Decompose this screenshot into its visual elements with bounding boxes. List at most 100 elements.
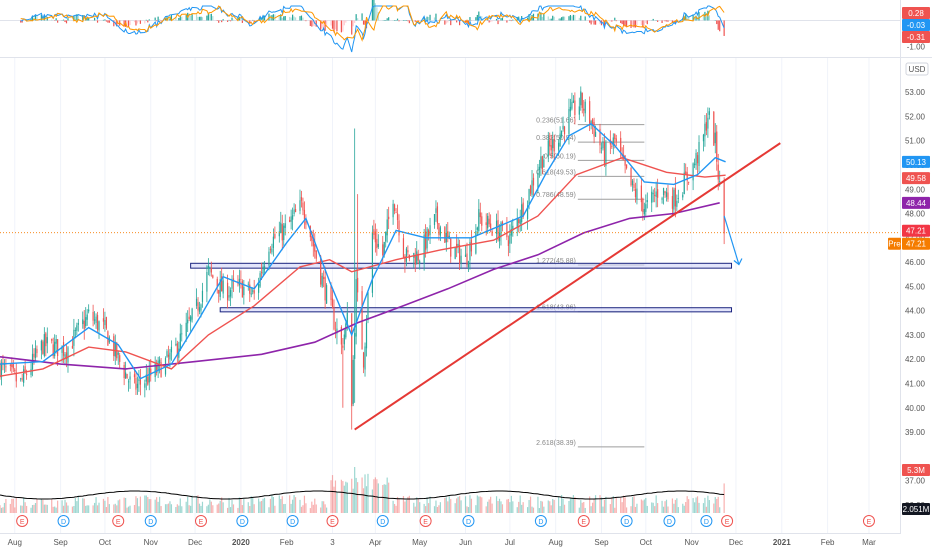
volume-bar [2, 507, 4, 513]
volume-bar [439, 502, 441, 513]
macd-histogram-bar [323, 20, 325, 27]
dividend-marker[interactable] [144, 515, 157, 527]
dividend-marker[interactable] [534, 515, 547, 527]
volume-bar [645, 497, 647, 513]
earnings-marker[interactable] [419, 515, 432, 527]
volume-bar [454, 503, 456, 513]
earnings-marker[interactable] [16, 515, 29, 527]
macd-histogram-bar [232, 19, 235, 21]
macd-histogram-bar [190, 16, 192, 21]
trendline[interactable] [354, 142, 781, 431]
volume-bar [456, 498, 458, 513]
dividend-marker[interactable] [663, 515, 676, 527]
volume-bar [444, 497, 446, 513]
candle-body [562, 125, 564, 130]
volume-bar [553, 499, 555, 513]
candle-body [345, 323, 347, 338]
candle-body [476, 227, 478, 230]
macd-histogram-bar [665, 20, 668, 22]
dividend-marker[interactable] [286, 515, 299, 527]
volume-bar [15, 497, 17, 513]
volume-bar [708, 500, 710, 513]
candle-body [176, 343, 178, 356]
candle-body [425, 231, 427, 250]
dividend-marker[interactable] [462, 515, 475, 527]
earnings-marker[interactable] [862, 515, 875, 527]
volume-bar [45, 504, 47, 513]
earnings-marker[interactable] [577, 515, 590, 527]
candle-body [167, 354, 170, 357]
macd-tag-signal: -0.31 [902, 31, 930, 43]
macd-histogram-bar [243, 20, 245, 22]
volume-bar [374, 477, 376, 513]
volume-bar [191, 495, 193, 513]
volume-bar [654, 506, 656, 513]
volume-bar [367, 473, 369, 513]
macd-histogram-bar [488, 20, 490, 23]
dividend-marker[interactable] [376, 515, 389, 527]
time-axis[interactable]: Aug Sep Oct Nov Dec 2020 Feb 3 Apr May Jun Jul Aug Se… [8, 538, 877, 547]
volume-bar [571, 498, 573, 513]
earnings-marker[interactable] [326, 515, 339, 527]
macd-histogram-bar [593, 20, 595, 25]
candle-body [160, 362, 162, 378]
earnings-marker[interactable] [721, 515, 734, 527]
volume-bar [624, 497, 626, 513]
macd-histogram-bar [198, 16, 201, 21]
candle-body [11, 364, 13, 367]
volume-bar [201, 501, 204, 513]
volume-bar [419, 502, 421, 513]
dividend-marker[interactable] [620, 515, 633, 527]
volume-bar [376, 479, 378, 513]
tag-box [902, 155, 930, 168]
candle-body [210, 267, 212, 273]
macd-histogram-bar [221, 20, 223, 23]
candle-body [686, 172, 688, 181]
macd-histogram-bar [157, 16, 159, 21]
volume-bar [427, 503, 430, 513]
macd-histogram-bar [603, 20, 606, 27]
candle-body [464, 254, 467, 257]
macd-histogram-bar [692, 14, 694, 21]
candle-body [707, 117, 709, 129]
macd-histogram-bar [645, 20, 647, 23]
candle-body [324, 276, 326, 301]
volume-bar [589, 496, 591, 513]
volume-bar [98, 502, 100, 513]
volume-bar [21, 505, 23, 513]
candle-body [559, 133, 561, 147]
drawings[interactable] [0, 142, 900, 431]
earnings-marker[interactable] [112, 515, 125, 527]
time-tick-label: Jun [459, 538, 472, 547]
candle-body [674, 187, 676, 207]
dividend-marker[interactable] [57, 515, 70, 527]
volume-bar [243, 499, 245, 513]
dividend-marker[interactable] [236, 515, 249, 527]
price-tick-label: 53.00 [905, 88, 926, 97]
volume-bar [476, 495, 478, 513]
dividend-marker[interactable] [700, 515, 713, 527]
macd-histogram-bar [55, 18, 57, 21]
candle-body [269, 249, 272, 251]
tag-text: 2.051M [903, 505, 930, 514]
macd-histogram-bar [569, 15, 572, 21]
volume-bar [688, 499, 690, 513]
earnings-marker[interactable] [194, 515, 207, 527]
candle-body [704, 123, 706, 137]
macd-histogram-bar [592, 20, 594, 23]
ma-long-tag: 48.44 [902, 196, 930, 209]
volume-bar [113, 504, 115, 513]
macd-histogram-bar [156, 20, 158, 22]
macd-histogram-bar [571, 16, 573, 21]
support-zone[interactable] [219, 307, 733, 313]
volume-bar [190, 505, 192, 513]
macd-histogram-bar [116, 20, 118, 27]
volume-bar [500, 501, 502, 513]
candle-body [212, 275, 214, 278]
candle-body [620, 137, 622, 152]
candle-body [664, 191, 666, 194]
volume-bar [77, 495, 79, 513]
volume-bar [516, 507, 518, 513]
